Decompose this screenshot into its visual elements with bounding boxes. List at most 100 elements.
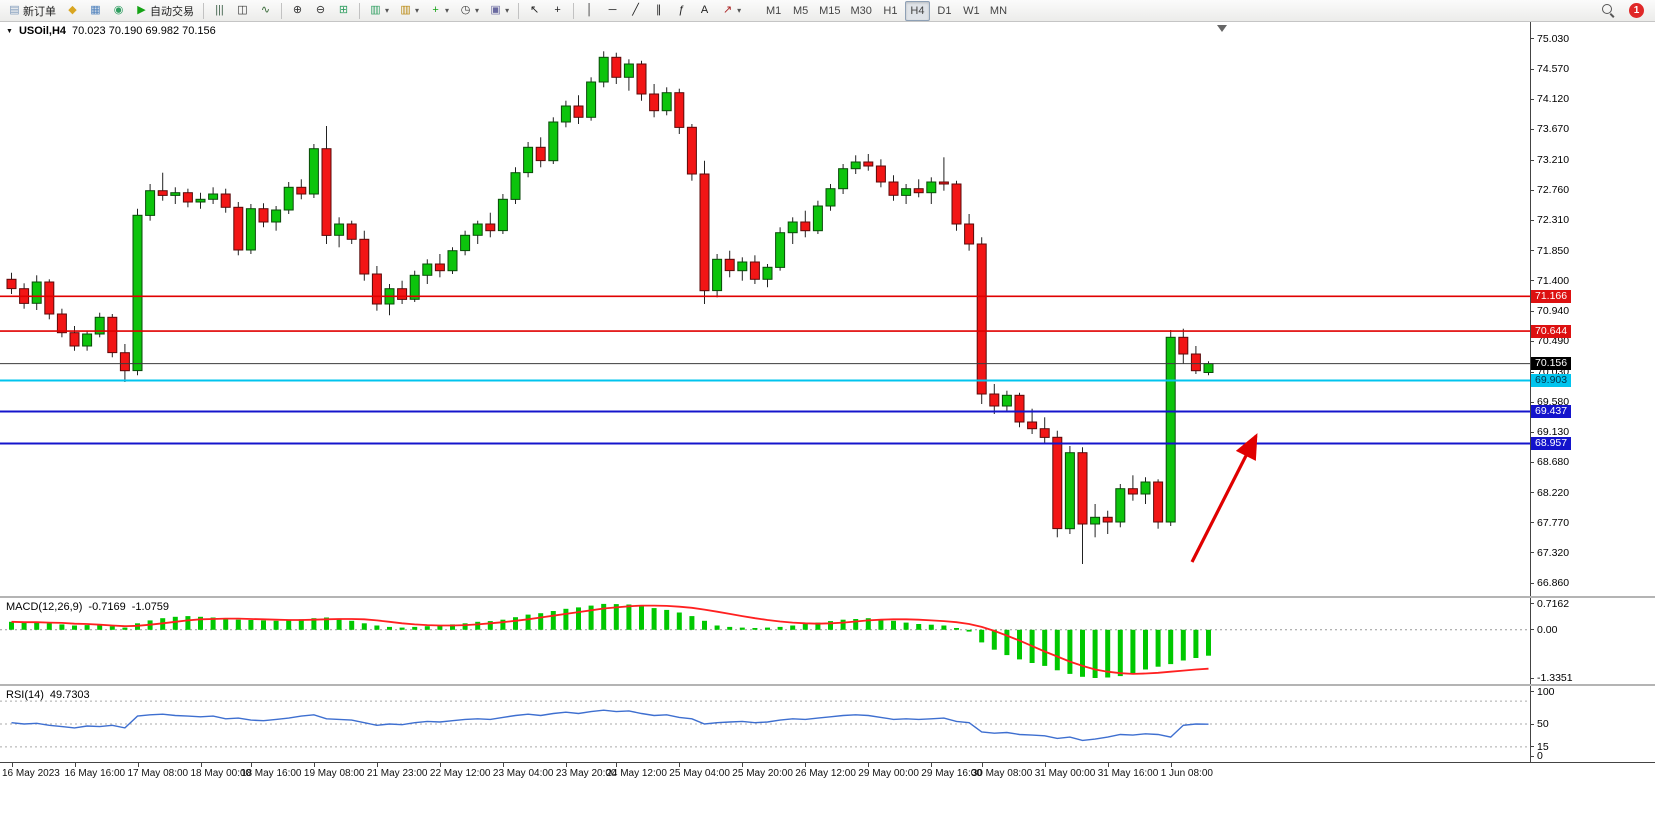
periods-button[interactable]: ◷ ▾	[454, 1, 484, 21]
text-button[interactable]: A	[693, 1, 716, 21]
macd-axis-divider	[1530, 598, 1531, 684]
crosshair-button[interactable]: +	[546, 1, 569, 21]
bull-candle	[82, 333, 93, 347]
bull-candle	[497, 198, 508, 232]
profiles-icon: ▥	[400, 4, 411, 16]
zoom-in-button[interactable]: ⊕	[286, 1, 309, 21]
toolbar-separator	[518, 2, 520, 19]
price-tick	[1530, 189, 1534, 191]
main-chart-panel: ▼ USOil,H4 70.023 70.190 69.982 70.156 7…	[0, 22, 1655, 596]
macd-axis[interactable]: 0.7162 0.00 -1.3351	[1530, 598, 1655, 684]
arrows-button[interactable]: ↗ ▾	[716, 1, 746, 21]
bear-candle	[157, 190, 168, 196]
bull-candle	[334, 223, 345, 236]
new-order-icon: ▤	[9, 4, 20, 16]
notification-badge[interactable]: 1	[1629, 3, 1644, 18]
time-axis[interactable]: 16 May 2023 16 May 16:00 17 May 08:00 18 Ma…	[0, 762, 1655, 827]
horizontal-line-button[interactable]: ─	[601, 1, 624, 21]
indicators-icon: +	[432, 4, 439, 16]
bull-candle	[712, 258, 723, 292]
candles-chart-button[interactable]: ◫	[231, 1, 254, 21]
timeframe-h1-button[interactable]: H1	[878, 1, 903, 21]
macd-histogram-bar	[97, 624, 103, 630]
bear-candle	[69, 332, 80, 347]
bull-candle	[775, 232, 786, 268]
bull-candle	[825, 188, 836, 207]
time-tick	[805, 763, 807, 767]
arrow-annotation[interactable]	[1190, 433, 1258, 563]
search-button[interactable]	[1597, 1, 1620, 21]
toolbar-separator	[281, 2, 282, 19]
profiles-button[interactable]: ▥ ▾	[394, 1, 424, 21]
timeframe-m30-button[interactable]: M30	[847, 1, 876, 21]
bear-candle	[699, 173, 710, 292]
metaeditor-icon: ◆	[68, 4, 77, 16]
bull-candle	[1090, 516, 1101, 525]
zoom-out-button[interactable]: ⊖	[309, 1, 332, 21]
macd-tick	[1530, 603, 1534, 605]
price-axis-label: 66.860	[1537, 577, 1570, 590]
rsi-axis[interactable]: 100 50 15 0	[1530, 686, 1655, 762]
time-axis-label: 18 May 16:00	[240, 768, 302, 779]
chart-title: ▼ USOil,H4 70.023 70.190 69.982 70.156	[6, 25, 216, 37]
market-watch-button[interactable]: ▦	[84, 1, 107, 21]
rsi-label: RSI(14)	[6, 689, 44, 701]
rsi-canvas[interactable]	[0, 686, 1530, 762]
time-tick	[565, 763, 567, 767]
macd-histogram-bar	[891, 620, 896, 630]
bear-candle	[119, 352, 130, 372]
cursor-button[interactable]: ↖	[523, 1, 546, 21]
timeframe-toolbar: M1 M5 M15 M30 H1 H4 D1 W1 MN	[760, 0, 1012, 21]
bars-chart-button[interactable]: |||	[208, 1, 231, 21]
new-chart-button[interactable]: ▥ ▾	[364, 1, 394, 21]
timeframe-m1-button[interactable]: M1	[761, 1, 786, 21]
timeframe-h4-button[interactable]: H4	[904, 0, 930, 21]
macd-histogram-bar	[513, 617, 518, 630]
zoom-in-icon: ⊕	[292, 4, 303, 16]
macd-signal-value: -1.0759	[131, 601, 170, 613]
macd-histogram-bar	[437, 625, 443, 630]
macd-histogram-bar	[739, 627, 745, 630]
templates-button[interactable]: ▣ ▾	[484, 1, 514, 21]
time-axis-label: 23 May 20:00	[555, 768, 617, 779]
macd-histogram-bar	[487, 621, 493, 630]
vertical-line-button[interactable]: │	[578, 1, 601, 21]
symbol-dropdown-icon[interactable]: ▼	[6, 27, 13, 35]
bull-candle	[586, 81, 597, 118]
main-chart-canvas[interactable]	[0, 22, 1530, 596]
chart-shift-marker[interactable]	[1217, 25, 1227, 32]
channel-button[interactable]: ∥	[647, 1, 670, 21]
support-line-blue-1-badge: 69.437	[1531, 405, 1572, 419]
macd-histogram-bar	[172, 616, 178, 630]
bear-candle	[220, 193, 231, 208]
time-axis-label: 31 May 16:00	[1097, 768, 1159, 779]
new-order-button-label: 新订单	[23, 5, 56, 18]
navigator-button[interactable]: ◉	[107, 1, 130, 21]
timeframe-w1-button[interactable]: W1	[959, 1, 984, 21]
macd-histogram-bar	[248, 620, 254, 630]
line-chart-button[interactable]: ∿	[254, 1, 277, 21]
metaeditor-button[interactable]: ◆	[61, 1, 84, 21]
bull-candle	[271, 209, 282, 223]
bear-candle	[346, 223, 357, 240]
price-tick	[1530, 340, 1534, 342]
timeframe-d1-button[interactable]: D1	[932, 1, 957, 21]
macd-histogram-bar	[21, 622, 27, 630]
new-order-button[interactable]: ▤ 新订单	[3, 1, 61, 21]
tile-windows-button[interactable]: ⊞	[332, 1, 355, 21]
bear-candle	[1102, 516, 1113, 523]
timeframe-mn-button[interactable]: MN	[986, 1, 1011, 21]
timeframe-m5-button[interactable]: M5	[788, 1, 813, 21]
fibonacci-button[interactable]: ƒ	[670, 1, 693, 21]
price-axis[interactable]: 75.030 74.570 74.120 73.670 73.210 72.760 72.3…	[1530, 22, 1655, 596]
time-axis-label: 30 May 08:00	[971, 768, 1033, 779]
indicators-button[interactable]: + ▾	[424, 1, 454, 21]
trendline-button[interactable]: ╱	[624, 1, 647, 21]
macd-canvas[interactable]	[0, 598, 1530, 684]
macd-histogram-bar	[210, 617, 216, 630]
macd-histogram-bar	[273, 620, 279, 630]
autotrading-button[interactable]: ▶ 自动交易	[130, 1, 199, 21]
bear-candle	[107, 316, 118, 354]
timeframe-m15-button[interactable]: M15	[815, 1, 844, 21]
macd-histogram-bar	[815, 622, 821, 630]
